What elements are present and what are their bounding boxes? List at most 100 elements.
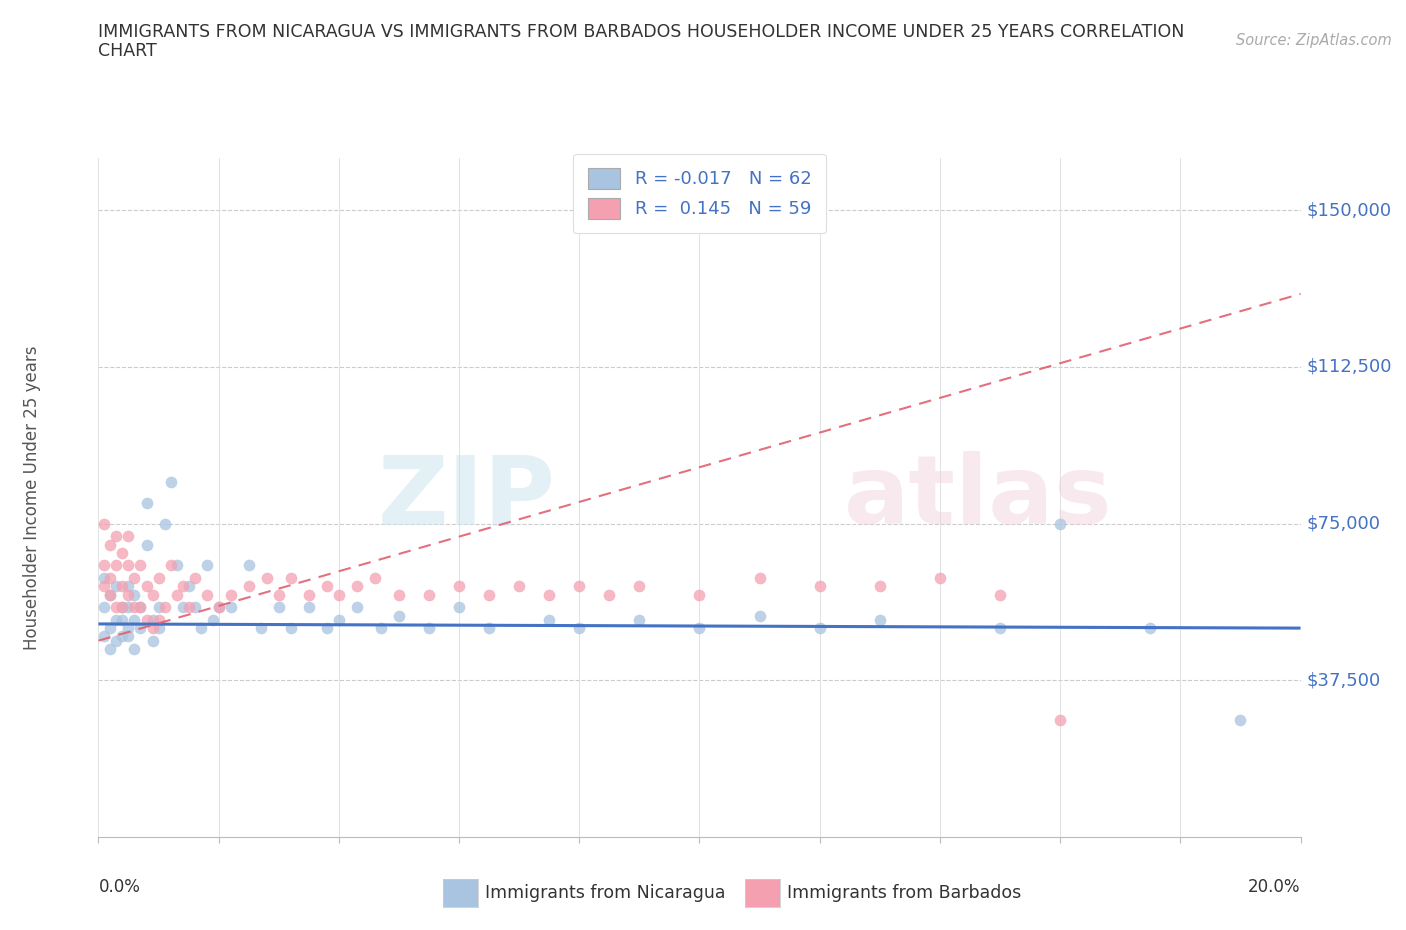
Text: $112,500: $112,500 bbox=[1306, 358, 1392, 376]
Point bbox=[249, 620, 271, 635]
Point bbox=[869, 612, 891, 627]
Point bbox=[111, 629, 134, 644]
Point bbox=[598, 587, 620, 602]
Point bbox=[93, 629, 115, 644]
Point bbox=[238, 578, 260, 593]
Point bbox=[117, 578, 139, 593]
Text: 20.0%: 20.0% bbox=[1249, 878, 1301, 896]
Point bbox=[141, 612, 163, 627]
Point bbox=[166, 587, 188, 602]
Text: $150,000: $150,000 bbox=[1306, 201, 1392, 219]
Point bbox=[628, 612, 651, 627]
Text: IMMIGRANTS FROM NICARAGUA VS IMMIGRANTS FROM BARBADOS HOUSEHOLDER INCOME UNDER 2: IMMIGRANTS FROM NICARAGUA VS IMMIGRANTS … bbox=[98, 23, 1185, 41]
Point bbox=[135, 496, 157, 511]
Point bbox=[100, 642, 122, 657]
Point bbox=[93, 570, 115, 585]
Point bbox=[153, 516, 176, 531]
Point bbox=[478, 620, 501, 635]
Point bbox=[129, 600, 152, 615]
Text: 0.0%: 0.0% bbox=[98, 878, 141, 896]
Point bbox=[370, 620, 392, 635]
Point bbox=[93, 516, 115, 531]
Point bbox=[141, 587, 163, 602]
Point bbox=[148, 620, 170, 635]
Point bbox=[159, 558, 181, 573]
Point bbox=[111, 612, 134, 627]
Point bbox=[988, 587, 1011, 602]
Point bbox=[117, 629, 139, 644]
Point bbox=[93, 600, 115, 615]
Point bbox=[748, 608, 770, 623]
Point bbox=[117, 587, 139, 602]
Point bbox=[100, 538, 122, 552]
Point bbox=[129, 600, 152, 615]
Point bbox=[568, 620, 591, 635]
Point bbox=[388, 608, 411, 623]
Text: atlas: atlas bbox=[844, 451, 1112, 544]
Point bbox=[195, 558, 218, 573]
Text: ZIP: ZIP bbox=[377, 451, 555, 544]
Point bbox=[748, 570, 770, 585]
Point bbox=[315, 578, 337, 593]
Point bbox=[315, 620, 337, 635]
Point bbox=[418, 587, 440, 602]
Point bbox=[388, 587, 411, 602]
Point bbox=[148, 600, 170, 615]
Point bbox=[105, 578, 128, 593]
Point bbox=[135, 612, 157, 627]
Point bbox=[100, 570, 122, 585]
Point bbox=[111, 546, 134, 561]
Point bbox=[135, 538, 157, 552]
Point bbox=[93, 558, 115, 573]
Point bbox=[267, 587, 290, 602]
Point bbox=[418, 620, 440, 635]
Point bbox=[124, 600, 146, 615]
Text: Source: ZipAtlas.com: Source: ZipAtlas.com bbox=[1236, 33, 1392, 47]
Point bbox=[117, 620, 139, 635]
Point bbox=[364, 570, 387, 585]
Point bbox=[280, 620, 302, 635]
Point bbox=[111, 600, 134, 615]
Text: Householder Income Under 25 years: Householder Income Under 25 years bbox=[24, 345, 41, 650]
Point bbox=[117, 558, 139, 573]
Point bbox=[105, 600, 128, 615]
Point bbox=[219, 600, 242, 615]
Point bbox=[808, 620, 831, 635]
Point bbox=[1229, 712, 1251, 727]
Point bbox=[328, 612, 350, 627]
Point bbox=[208, 600, 231, 615]
Point bbox=[129, 620, 152, 635]
Point bbox=[988, 620, 1011, 635]
Point bbox=[117, 600, 139, 615]
Point bbox=[135, 578, 157, 593]
Point bbox=[153, 600, 176, 615]
Point bbox=[105, 529, 128, 544]
Point bbox=[172, 600, 194, 615]
Point bbox=[929, 570, 952, 585]
Point bbox=[183, 570, 205, 585]
Point bbox=[100, 587, 122, 602]
Point bbox=[447, 578, 470, 593]
Point bbox=[183, 600, 205, 615]
Point bbox=[124, 570, 146, 585]
Point bbox=[111, 600, 134, 615]
Point bbox=[478, 587, 501, 602]
Text: $75,000: $75,000 bbox=[1306, 514, 1381, 533]
Point bbox=[208, 600, 231, 615]
Point bbox=[568, 578, 591, 593]
Text: $37,500: $37,500 bbox=[1306, 671, 1381, 689]
Point bbox=[141, 633, 163, 648]
Point bbox=[538, 587, 561, 602]
Point bbox=[328, 587, 350, 602]
Point bbox=[100, 587, 122, 602]
Point bbox=[346, 600, 368, 615]
Point bbox=[111, 578, 134, 593]
Point bbox=[148, 570, 170, 585]
Point bbox=[124, 587, 146, 602]
Point bbox=[219, 587, 242, 602]
Point bbox=[190, 620, 212, 635]
Point bbox=[298, 587, 321, 602]
Point bbox=[808, 578, 831, 593]
Point bbox=[1049, 516, 1071, 531]
Point bbox=[124, 612, 146, 627]
